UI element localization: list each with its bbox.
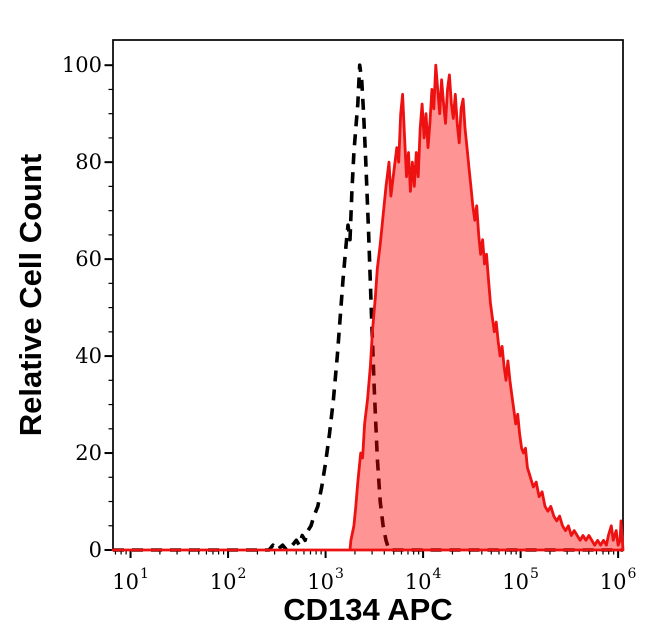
x-tick-label: 104	[405, 566, 442, 594]
x-tick-label: 106	[600, 566, 637, 594]
x-axis-ticks: 101 102 103 104 105 106	[112, 550, 637, 594]
y-tick-label: 60	[75, 247, 102, 271]
y-tick-label: 40	[75, 344, 102, 368]
y-tick-label: 100	[62, 53, 102, 77]
x-axis-title: CD134 APC	[283, 592, 453, 627]
x-tick-label: 105	[502, 566, 539, 594]
stained-histogram-area	[111, 63, 625, 552]
y-tick-label: 80	[75, 150, 102, 174]
y-axis-title: Relative Cell Count	[13, 153, 48, 437]
y-tick-label: 20	[75, 441, 102, 465]
y-axis-ticks: 0 20 40 60 80 100	[62, 53, 113, 562]
x-tick-label: 101	[112, 566, 149, 594]
x-tick-label: 103	[307, 566, 344, 594]
control-histogram-outline	[113, 63, 623, 552]
x-tick-label: 102	[210, 566, 247, 594]
y-tick-label: 0	[89, 538, 102, 562]
